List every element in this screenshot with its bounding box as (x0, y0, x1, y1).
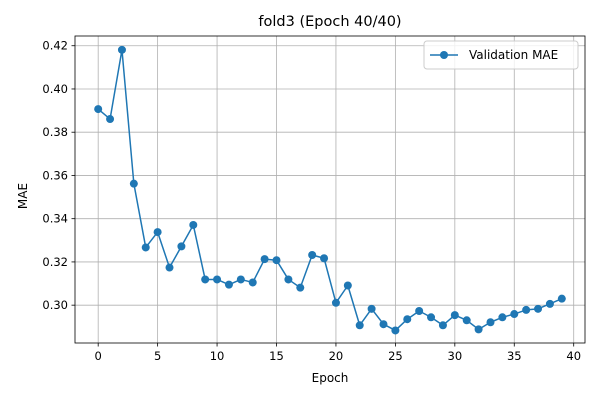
legend-marker (440, 51, 448, 59)
data-point (367, 304, 376, 313)
data-point (117, 45, 126, 54)
data-point (510, 310, 519, 319)
x-tick-label: 10 (210, 349, 225, 363)
data-point (379, 320, 388, 329)
y-tick-label: 0.30 (42, 298, 68, 312)
data-point (224, 280, 233, 289)
data-point (189, 220, 198, 229)
data-point (129, 179, 138, 188)
x-tick-label: 40 (566, 349, 581, 363)
data-point (260, 255, 269, 264)
data-point (355, 321, 364, 330)
x-axis-label: Epoch (312, 371, 349, 385)
data-point (213, 275, 222, 284)
y-axis-label: MAE (16, 183, 30, 209)
data-point (534, 304, 543, 313)
y-axis-ticks: 0.30 0.32 0.34 0.36 0.38 0.40 0.42 (42, 39, 75, 312)
data-point (272, 256, 281, 265)
data-point (153, 228, 162, 237)
series-layer (94, 45, 566, 335)
data-point (177, 242, 186, 251)
data-point (331, 298, 340, 307)
x-tick-label: 30 (448, 349, 463, 363)
data-point (498, 313, 507, 322)
data-point (94, 105, 103, 114)
x-tick-label: 35 (507, 349, 522, 363)
data-point (403, 315, 412, 324)
data-point (201, 275, 210, 284)
plot-frame (74, 35, 586, 344)
data-point (308, 251, 317, 260)
legend-label-validation-mae: Validation MAE (469, 48, 558, 62)
x-axis-ticks: 0 5 10 15 20 25 30 35 40 (95, 343, 581, 363)
data-point (165, 263, 174, 272)
data-point (343, 281, 352, 290)
legend-box (423, 40, 579, 70)
x-tick-label: 20 (329, 349, 344, 363)
data-point (236, 275, 245, 284)
y-tick-label: 0.36 (42, 168, 68, 182)
x-tick-label: 25 (388, 349, 403, 363)
data-point (438, 321, 447, 330)
y-tick-label: 0.40 (42, 82, 68, 96)
data-point (296, 283, 305, 292)
data-point (450, 311, 459, 320)
data-point (141, 243, 150, 252)
data-point (486, 318, 495, 327)
data-point (415, 307, 424, 316)
y-tick-label: 0.42 (42, 39, 68, 53)
data-point (248, 278, 257, 287)
data-point (462, 316, 471, 325)
chart-title: fold3 (Epoch 40/40) (258, 14, 401, 30)
x-tick-label: 0 (95, 349, 102, 363)
data-point (545, 299, 554, 308)
y-tick-label: 0.34 (42, 212, 68, 226)
data-point (557, 294, 566, 303)
data-point (320, 254, 329, 263)
data-point (284, 275, 293, 284)
data-point (106, 115, 115, 124)
axes (74, 35, 586, 344)
x-tick-label: 15 (269, 349, 284, 363)
data-point (391, 326, 400, 335)
legend: Validation MAE (423, 40, 579, 70)
data-point (522, 305, 531, 314)
data-point (427, 313, 436, 322)
data-point (474, 325, 483, 334)
y-tick-label: 0.32 (42, 255, 68, 269)
y-tick-label: 0.38 (42, 125, 68, 139)
grid (75, 36, 585, 343)
x-tick-label: 5 (154, 349, 161, 363)
series-line-validation-mae (97, 49, 563, 332)
